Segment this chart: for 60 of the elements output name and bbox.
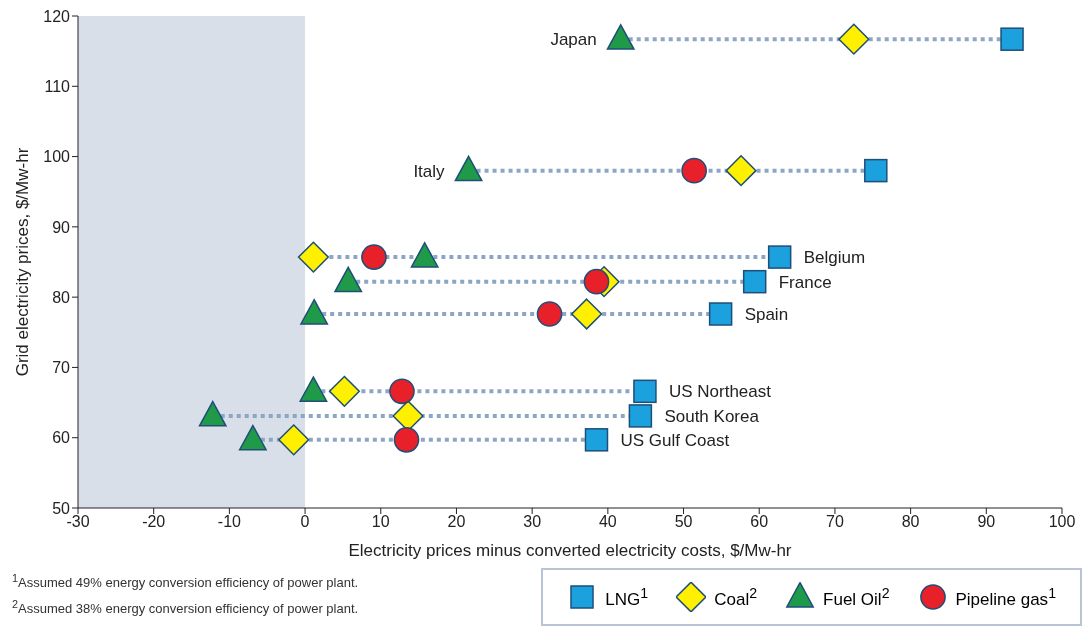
point — [838, 23, 870, 55]
point — [389, 378, 415, 405]
point — [633, 379, 657, 404]
legend-label: LNG$^{1}$ — [605, 584, 649, 610]
y-tick-label: 120 — [43, 7, 71, 25]
point — [606, 24, 635, 50]
x-tick-label: -10 — [217, 513, 242, 531]
point — [393, 426, 420, 453]
x-tick-label: 60 — [750, 513, 769, 531]
point — [361, 244, 387, 270]
point — [681, 157, 707, 184]
y-tick-label: 60 — [52, 429, 71, 447]
annotation: US Gulf Coast — [620, 430, 730, 450]
point — [328, 375, 361, 407]
point — [725, 155, 757, 187]
legend-label: Coal$^{2}$ — [714, 584, 758, 610]
point — [583, 268, 610, 295]
annotation: France — [778, 272, 832, 292]
x-tick-label: -20 — [142, 513, 166, 531]
annotation: US Northeast — [668, 382, 772, 402]
text: $^{2}$Assumed 38% energy conversion efficiency of power plant. — [12, 597, 359, 616]
point — [571, 298, 603, 330]
point — [628, 404, 653, 428]
x-tick-label: 0 — [300, 513, 310, 531]
annotation: Spain — [744, 305, 789, 325]
x-tick-label: 20 — [447, 513, 466, 531]
x-tick-label: 100 — [1048, 513, 1076, 531]
y-tick-label: 90 — [52, 218, 71, 236]
y-axis-title: Grid electricity prices, $/Mw-hr — [13, 147, 33, 377]
x-tick-label: 50 — [674, 513, 693, 531]
point — [536, 301, 563, 327]
text: $^{1}$Assumed 49% energy conversion efficiency of power plant. — [12, 572, 359, 591]
annotation: South Korea — [664, 406, 760, 426]
legend-label: Pipeline gas$^{1}$ — [955, 584, 1056, 610]
legend-label: Fuel Oil$^{2}$ — [823, 584, 890, 610]
point — [584, 428, 609, 452]
y-tick-label: 110 — [44, 77, 71, 95]
point — [742, 269, 767, 294]
annotation: Italy — [413, 161, 446, 181]
x-tick-label: 90 — [977, 513, 996, 531]
point — [334, 266, 363, 293]
x-tick-label: 40 — [598, 513, 617, 531]
annotation: Belgium — [803, 248, 866, 268]
x-tick-label: 70 — [826, 513, 844, 531]
y-tick-label: 80 — [52, 288, 71, 306]
y-tick-label: 70 — [52, 359, 71, 377]
point — [454, 155, 483, 182]
x-tick-label: 80 — [901, 513, 920, 531]
y-tick-label: 100 — [43, 148, 71, 166]
x-axis-title: Electricity prices minus converted electricity costs, $/Mw-hr — [348, 541, 792, 560]
point — [297, 241, 329, 273]
point — [864, 158, 888, 183]
annotation: Japan — [550, 30, 597, 50]
x-tick-label: 10 — [371, 513, 390, 531]
point — [410, 242, 439, 268]
point — [767, 245, 792, 269]
point — [1000, 27, 1024, 51]
point — [278, 424, 310, 456]
x-tick-label: 30 — [523, 513, 542, 531]
point — [708, 302, 733, 326]
